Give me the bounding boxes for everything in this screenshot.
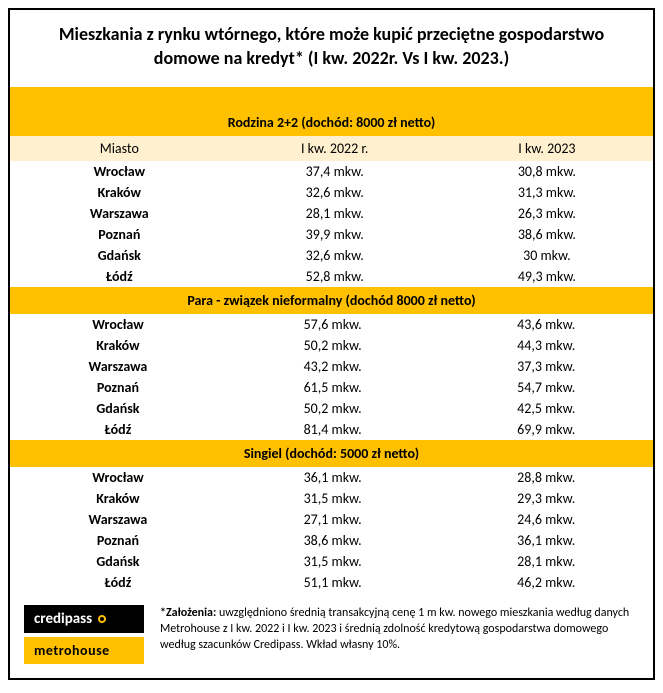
city-cell: Łódź	[10, 266, 229, 287]
city-cell: Poznań	[10, 224, 229, 245]
value-2022-cell: 38,6 mkw.	[226, 530, 440, 551]
table-row: Kraków31,5 mkw.29,3 mkw.	[10, 488, 653, 509]
column-header: I kw. 2022 r.	[229, 136, 441, 161]
table-row: Łódź81,4 mkw.69,9 mkw.	[10, 419, 653, 440]
footer: credipass metrohouse *Założenia: uwzględ…	[10, 593, 653, 678]
column-header: Miasto	[10, 136, 229, 161]
value-2022-cell: 81,4 mkw.	[226, 419, 440, 440]
data-table: MiastoI kw. 2022 r.I kw. 2023Wrocław37,4…	[10, 136, 653, 287]
table-row: Gdańsk50,2 mkw.42,5 mkw.	[10, 398, 653, 419]
section-header: Singiel (dochód: 5000 zł netto)	[10, 440, 653, 467]
city-cell: Wrocław	[10, 467, 226, 488]
table-row: Warszawa27,1 mkw.24,6 mkw.	[10, 509, 653, 530]
value-2023-cell: 26,3 mkw.	[441, 203, 653, 224]
divider-bar	[10, 87, 653, 109]
city-cell: Warszawa	[10, 356, 226, 377]
value-2023-cell: 24,6 mkw.	[439, 509, 653, 530]
table-row: Wrocław36,1 mkw.28,8 mkw.	[10, 467, 653, 488]
column-header: I kw. 2023	[441, 136, 653, 161]
value-2023-cell: 43,6 mkw.	[439, 314, 653, 335]
table-row: Poznań38,6 mkw.36,1 mkw.	[10, 530, 653, 551]
value-2022-cell: 27,1 mkw.	[226, 509, 440, 530]
value-2023-cell: 36,1 mkw.	[439, 530, 653, 551]
city-cell: Kraków	[10, 182, 229, 203]
city-cell: Warszawa	[10, 203, 229, 224]
table-row: Poznań61,5 mkw.54,7 mkw.	[10, 377, 653, 398]
value-2022-cell: 31,5 mkw.	[226, 488, 440, 509]
city-cell: Poznań	[10, 530, 226, 551]
table-row: Łódź52,8 mkw.49,3 mkw.	[10, 266, 653, 287]
value-2023-cell: 69,9 mkw.	[439, 419, 653, 440]
value-2023-cell: 54,7 mkw.	[439, 377, 653, 398]
value-2022-cell: 37,4 mkw.	[229, 161, 441, 182]
value-2022-cell: 28,1 mkw.	[229, 203, 441, 224]
section-header: Rodzina 2+2 (dochód: 8000 zł netto)	[10, 109, 653, 136]
city-cell: Poznań	[10, 377, 226, 398]
value-2022-cell: 43,2 mkw.	[226, 356, 440, 377]
value-2023-cell: 49,3 mkw.	[441, 266, 653, 287]
value-2023-cell: 44,3 mkw.	[439, 335, 653, 356]
city-cell: Wrocław	[10, 161, 229, 182]
metrohouse-logo: metrohouse	[24, 637, 144, 664]
city-cell: Wrocław	[10, 314, 226, 335]
table-row: Gdańsk31,5 mkw.28,1 mkw.	[10, 551, 653, 572]
value-2023-cell: 38,6 mkw.	[441, 224, 653, 245]
city-cell: Kraków	[10, 488, 226, 509]
city-cell: Gdańsk	[10, 398, 226, 419]
value-2023-cell: 46,2 mkw.	[439, 572, 653, 593]
value-2023-cell: 28,1 mkw.	[439, 551, 653, 572]
table-row: Warszawa43,2 mkw.37,3 mkw.	[10, 356, 653, 377]
value-2022-cell: 32,6 mkw.	[229, 182, 441, 203]
value-2022-cell: 50,2 mkw.	[226, 335, 440, 356]
table-row: Kraków50,2 mkw.44,3 mkw.	[10, 335, 653, 356]
footnote-text: uwzględniono średnią transakcyjną cenę 1…	[160, 606, 629, 652]
table-row: Łódź51,1 mkw.46,2 mkw.	[10, 572, 653, 593]
city-cell: Kraków	[10, 335, 226, 356]
value-2023-cell: 31,3 mkw.	[441, 182, 653, 203]
value-2023-cell: 28,8 mkw.	[439, 467, 653, 488]
value-2023-cell: 42,5 mkw.	[439, 398, 653, 419]
value-2022-cell: 50,2 mkw.	[226, 398, 440, 419]
page-title: Mieszkania z rynku wtórnego, które może …	[10, 10, 653, 87]
table-container: Rodzina 2+2 (dochód: 8000 zł netto)Miast…	[10, 109, 653, 593]
table-header-row: MiastoI kw. 2022 r.I kw. 2023	[10, 136, 653, 161]
credipass-dot-icon	[98, 615, 106, 623]
table-row: Wrocław57,6 mkw.43,6 mkw.	[10, 314, 653, 335]
value-2022-cell: 52,8 mkw.	[229, 266, 441, 287]
footnote-label: *Założenia:	[160, 606, 216, 620]
value-2022-cell: 36,1 mkw.	[226, 467, 440, 488]
value-2023-cell: 37,3 mkw.	[439, 356, 653, 377]
credipass-logo-text: credipass	[34, 610, 92, 628]
section-header: Para - związek nieformalny (dochód 8000 …	[10, 287, 653, 314]
value-2023-cell: 29,3 mkw.	[439, 488, 653, 509]
value-2023-cell: 30 mkw.	[441, 245, 653, 266]
data-table: Wrocław36,1 mkw.28,8 mkw.Kraków31,5 mkw.…	[10, 467, 653, 593]
footnote: *Założenia: uwzględniono średnią transak…	[160, 605, 639, 654]
value-2022-cell: 51,1 mkw.	[226, 572, 440, 593]
credipass-logo: credipass	[24, 605, 144, 633]
logo-stack: credipass metrohouse	[24, 605, 144, 664]
value-2022-cell: 31,5 mkw.	[226, 551, 440, 572]
report-frame: Mieszkania z rynku wtórnego, które może …	[8, 8, 655, 680]
city-cell: Łódź	[10, 419, 226, 440]
city-cell: Warszawa	[10, 509, 226, 530]
city-cell: Gdańsk	[10, 245, 229, 266]
value-2022-cell: 32,6 mkw.	[229, 245, 441, 266]
value-2022-cell: 39,9 mkw.	[229, 224, 441, 245]
city-cell: Gdańsk	[10, 551, 226, 572]
table-row: Warszawa28,1 mkw.26,3 mkw.	[10, 203, 653, 224]
value-2022-cell: 57,6 mkw.	[226, 314, 440, 335]
table-row: Poznań39,9 mkw.38,6 mkw.	[10, 224, 653, 245]
city-cell: Łódź	[10, 572, 226, 593]
table-row: Kraków32,6 mkw.31,3 mkw.	[10, 182, 653, 203]
value-2022-cell: 61,5 mkw.	[226, 377, 440, 398]
table-row: Wrocław37,4 mkw.30,8 mkw.	[10, 161, 653, 182]
value-2023-cell: 30,8 mkw.	[441, 161, 653, 182]
data-table: Wrocław57,6 mkw.43,6 mkw.Kraków50,2 mkw.…	[10, 314, 653, 440]
table-row: Gdańsk32,6 mkw.30 mkw.	[10, 245, 653, 266]
